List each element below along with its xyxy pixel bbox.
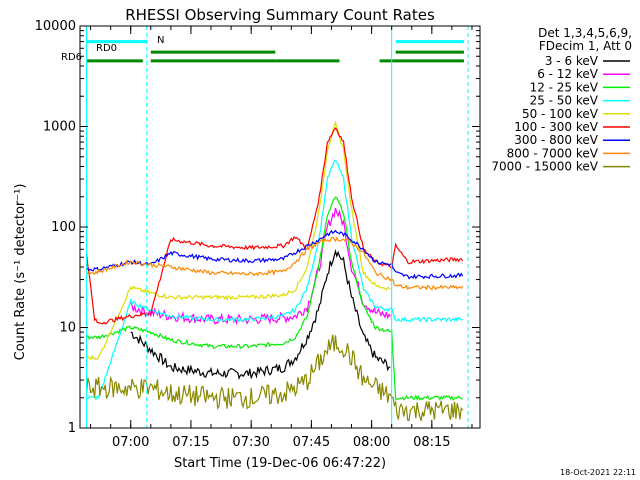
x-tick-label-1: 07:15	[172, 435, 209, 450]
series-line-100-300-kev-0	[86, 127, 464, 325]
axis-layer: 1 10 100 1000 10000 07:00 07:15 07:30 07:45 08:00…	[35, 19, 481, 450]
label-rd0: RD0	[96, 43, 117, 54]
legend-header-line-1: Det 1,3,4,5,6,9,	[538, 26, 632, 40]
x-tick-label-4: 08:00	[353, 435, 390, 450]
legend-header-line-2: FDecim 1, Att 0	[539, 39, 632, 53]
legend-label-0: 3 - 6 keV	[545, 54, 599, 68]
y-axis-title: Count Rate (s⁻¹ detector⁻¹)	[13, 184, 28, 361]
series-line-7000-15000-kev-0	[86, 334, 464, 422]
x-tick-label-2: 07:30	[232, 435, 269, 450]
legend-label-2: 12 - 25 keV	[530, 80, 599, 94]
series-line-6-12-kev-0	[130, 207, 391, 326]
legend-label-1: 6 - 12 keV	[537, 67, 599, 81]
series-line-800-7000-kev-0	[86, 236, 464, 291]
series-line-25-50-kev-0	[86, 159, 463, 401]
y-tick-label-4: 10000	[35, 19, 76, 34]
legend-label-5: 100 - 300 keV	[514, 120, 598, 134]
legend-label-7: 800 - 7000 keV	[507, 146, 599, 160]
legend-label-3: 25 - 50 keV	[530, 94, 599, 108]
y-axis-title-group: Count Rate (s⁻¹ detector⁻¹)	[13, 184, 28, 361]
y-tick-label-3: 1000	[43, 120, 76, 135]
series-line-3-6-kev-0	[130, 249, 391, 380]
y-tick-label-0: 1	[68, 421, 76, 436]
legend-header: Det 1,3,4,5,6,9, FDecim 1, Att 0	[538, 26, 632, 53]
y-tick-label-2: 100	[51, 220, 76, 235]
label-rd6: RD6	[61, 52, 82, 63]
plot-area	[86, 26, 469, 428]
legend-label-8: 7000 - 15000 keV	[491, 160, 598, 174]
plot-layer: RD0 RD6 N	[61, 26, 469, 428]
chart-title: RHESSI Observing Summary Count Rates	[125, 6, 435, 24]
generation-timestamp: 18-Oct-2021 22:11	[560, 468, 636, 477]
series-line-12-25-kev-0	[86, 196, 463, 402]
x-axis-title: Start Time (19-Dec-06 06:47:22)	[174, 456, 386, 471]
x-tick-label-5: 08:15	[413, 435, 450, 450]
x-tick-label-3: 07:45	[293, 435, 330, 450]
legend-label-4: 50 - 100 keV	[522, 107, 599, 121]
x-tick-label-0: 07:00	[112, 435, 149, 450]
legend-label-6: 300 - 800 keV	[514, 133, 598, 147]
label-n: N	[157, 35, 164, 46]
y-tick-label-1: 10	[59, 321, 76, 336]
